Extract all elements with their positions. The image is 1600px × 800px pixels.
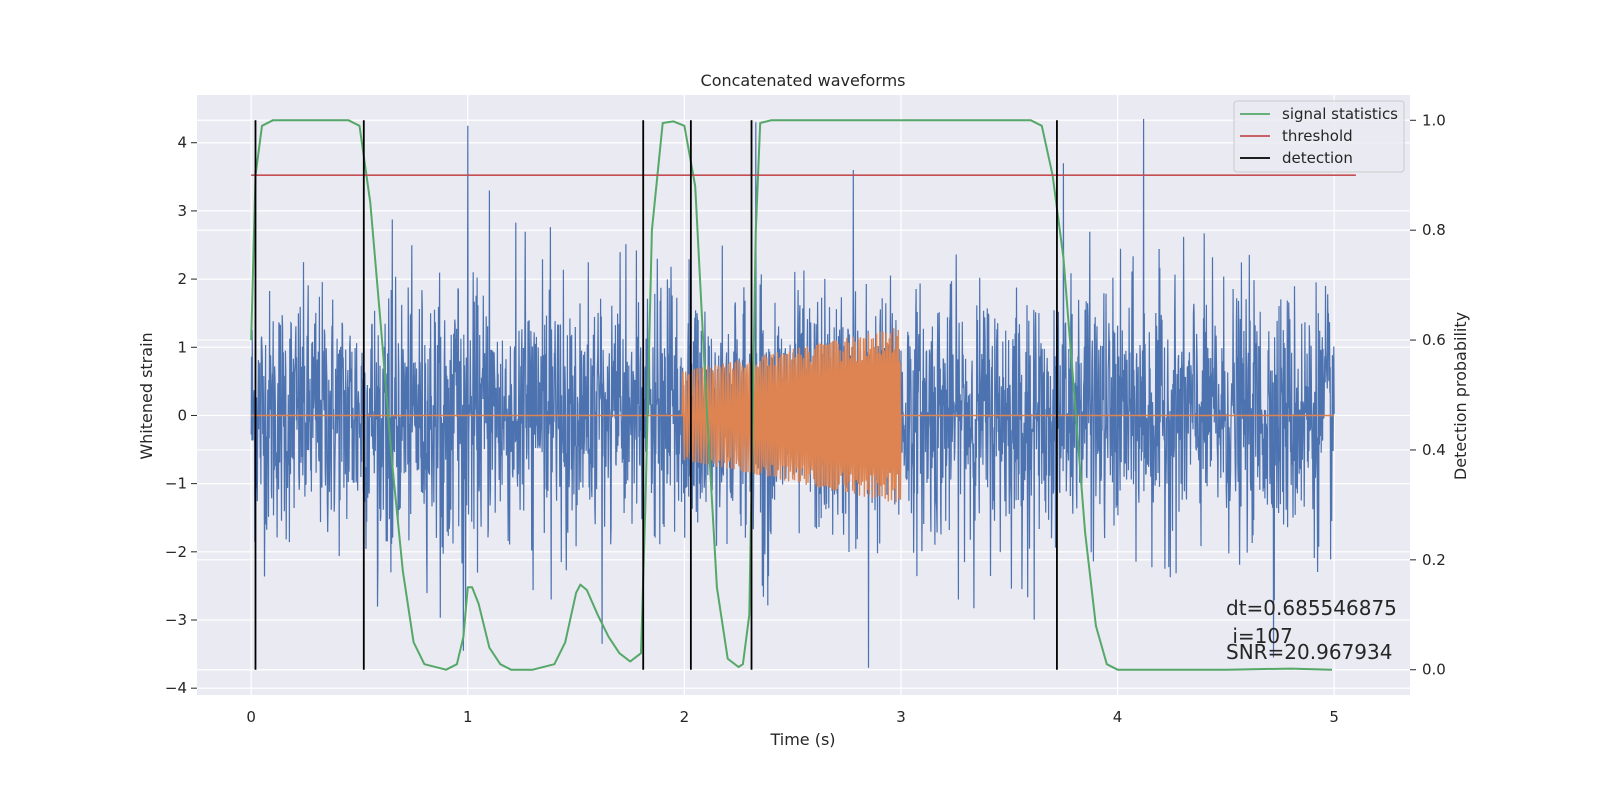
series-group — [250, 118, 1335, 671]
y-tick-label: −2 — [165, 543, 187, 561]
y-axis-label: Whitened strain — [137, 332, 156, 459]
x-tick-label: 1 — [463, 708, 473, 726]
x-tick-label: 0 — [246, 708, 256, 726]
y2-tick-label: 0.2 — [1422, 551, 1446, 569]
y2-tick-label: 0.6 — [1422, 331, 1446, 349]
y2-tick-label: 0.8 — [1422, 221, 1446, 239]
legend-label-threshold: threshold — [1282, 127, 1353, 145]
legend-label-signal-statistics: signal statistics — [1282, 105, 1398, 123]
y-tick-label: 4 — [177, 134, 187, 152]
y-tick-label: 2 — [177, 270, 187, 288]
annotation: dt=0.685546875 i=107 SNR=20.967934 — [1226, 596, 1397, 664]
x-axis: 0 1 2 3 4 5 — [246, 708, 1339, 726]
x-tick-label: 3 — [896, 708, 906, 726]
y-tick-label: −1 — [165, 475, 187, 493]
legend-box — [1233, 100, 1405, 173]
chart-title: Concatenated waveforms — [701, 71, 906, 90]
legend: signal statistics threshold detection — [1233, 100, 1405, 173]
y2-tick-label: 0.4 — [1422, 441, 1446, 459]
y2-tick-label: 0.0 — [1422, 661, 1446, 679]
y-axis-right: 0.0 0.2 0.4 0.6 0.8 1.0 — [1410, 111, 1446, 679]
series-injected-signal — [251, 328, 1335, 503]
annotation-snr: SNR=20.967934 — [1226, 640, 1392, 664]
y-tick-label: 0 — [177, 406, 187, 424]
y-axis-left: −4 −3 −2 −1 0 1 2 3 4 — [165, 134, 197, 697]
x-tick-label: 2 — [680, 708, 690, 726]
y2-axis-label: Detection probability — [1451, 312, 1470, 480]
y2-tick-label: 1.0 — [1422, 111, 1446, 129]
annotation-index: i=107 — [1226, 624, 1293, 648]
series-signal-statistics — [250, 119, 1333, 671]
data-layer — [250, 118, 1356, 671]
x-tick-label: 4 — [1113, 708, 1123, 726]
x-axis-label: Time (s) — [769, 730, 835, 749]
y-tick-label: 3 — [177, 202, 187, 220]
y-tick-label: −4 — [165, 679, 187, 697]
y-tick-label: −3 — [165, 611, 187, 629]
y-tick-label: 1 — [177, 338, 187, 356]
annotation-dt: dt=0.685546875 — [1226, 596, 1397, 620]
x-tick-label: 5 — [1329, 708, 1339, 726]
legend-label-detection: detection — [1282, 149, 1353, 167]
